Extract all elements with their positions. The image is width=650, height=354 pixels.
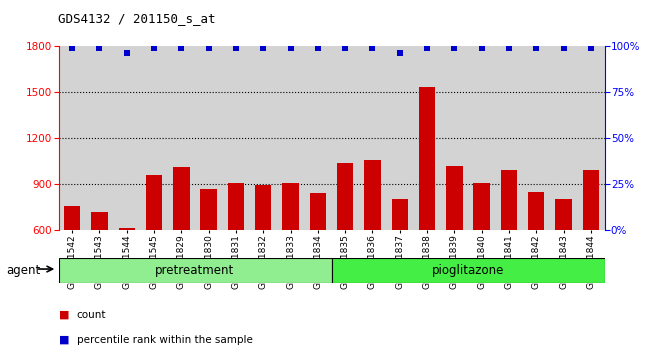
Bar [146, 175, 162, 230]
Bar [446, 166, 463, 230]
Point [558, 45, 569, 51]
Text: pretreatment: pretreatment [155, 264, 235, 277]
Point [367, 45, 378, 51]
Bar [64, 206, 81, 230]
Bar [555, 199, 572, 230]
Point [94, 45, 105, 51]
Point [449, 45, 460, 51]
Text: ■: ■ [58, 335, 69, 345]
Point [586, 45, 596, 51]
Point [285, 45, 296, 51]
Text: percentile rank within the sample: percentile rank within the sample [77, 335, 253, 345]
Bar [419, 87, 436, 230]
Bar [58, 258, 332, 283]
Point [149, 45, 159, 51]
Bar [227, 183, 244, 230]
Point [176, 45, 187, 51]
Text: GDS4132 / 201150_s_at: GDS4132 / 201150_s_at [58, 12, 216, 25]
Point [476, 45, 487, 51]
Bar [332, 258, 604, 283]
Bar [391, 199, 408, 230]
Point [67, 45, 77, 51]
Bar [118, 228, 135, 230]
Point [122, 51, 132, 56]
Bar [255, 185, 272, 230]
Text: agent: agent [6, 264, 41, 277]
Bar [473, 183, 490, 230]
Point [395, 51, 405, 56]
Text: ■: ■ [58, 310, 69, 320]
Bar [309, 193, 326, 230]
Point [203, 45, 214, 51]
Bar [528, 192, 545, 230]
Text: count: count [77, 310, 106, 320]
Point [231, 45, 241, 51]
Point [313, 45, 323, 51]
Bar [500, 170, 517, 230]
Bar [364, 160, 381, 230]
Point [531, 45, 541, 51]
Text: pioglitazone: pioglitazone [432, 264, 504, 277]
Bar [337, 162, 354, 230]
Bar [282, 183, 299, 230]
Point [422, 45, 432, 51]
Bar [91, 212, 108, 230]
Bar [200, 189, 217, 230]
Point [504, 45, 514, 51]
Bar [582, 170, 599, 230]
Point [258, 45, 268, 51]
Bar [173, 167, 190, 230]
Point [340, 45, 350, 51]
